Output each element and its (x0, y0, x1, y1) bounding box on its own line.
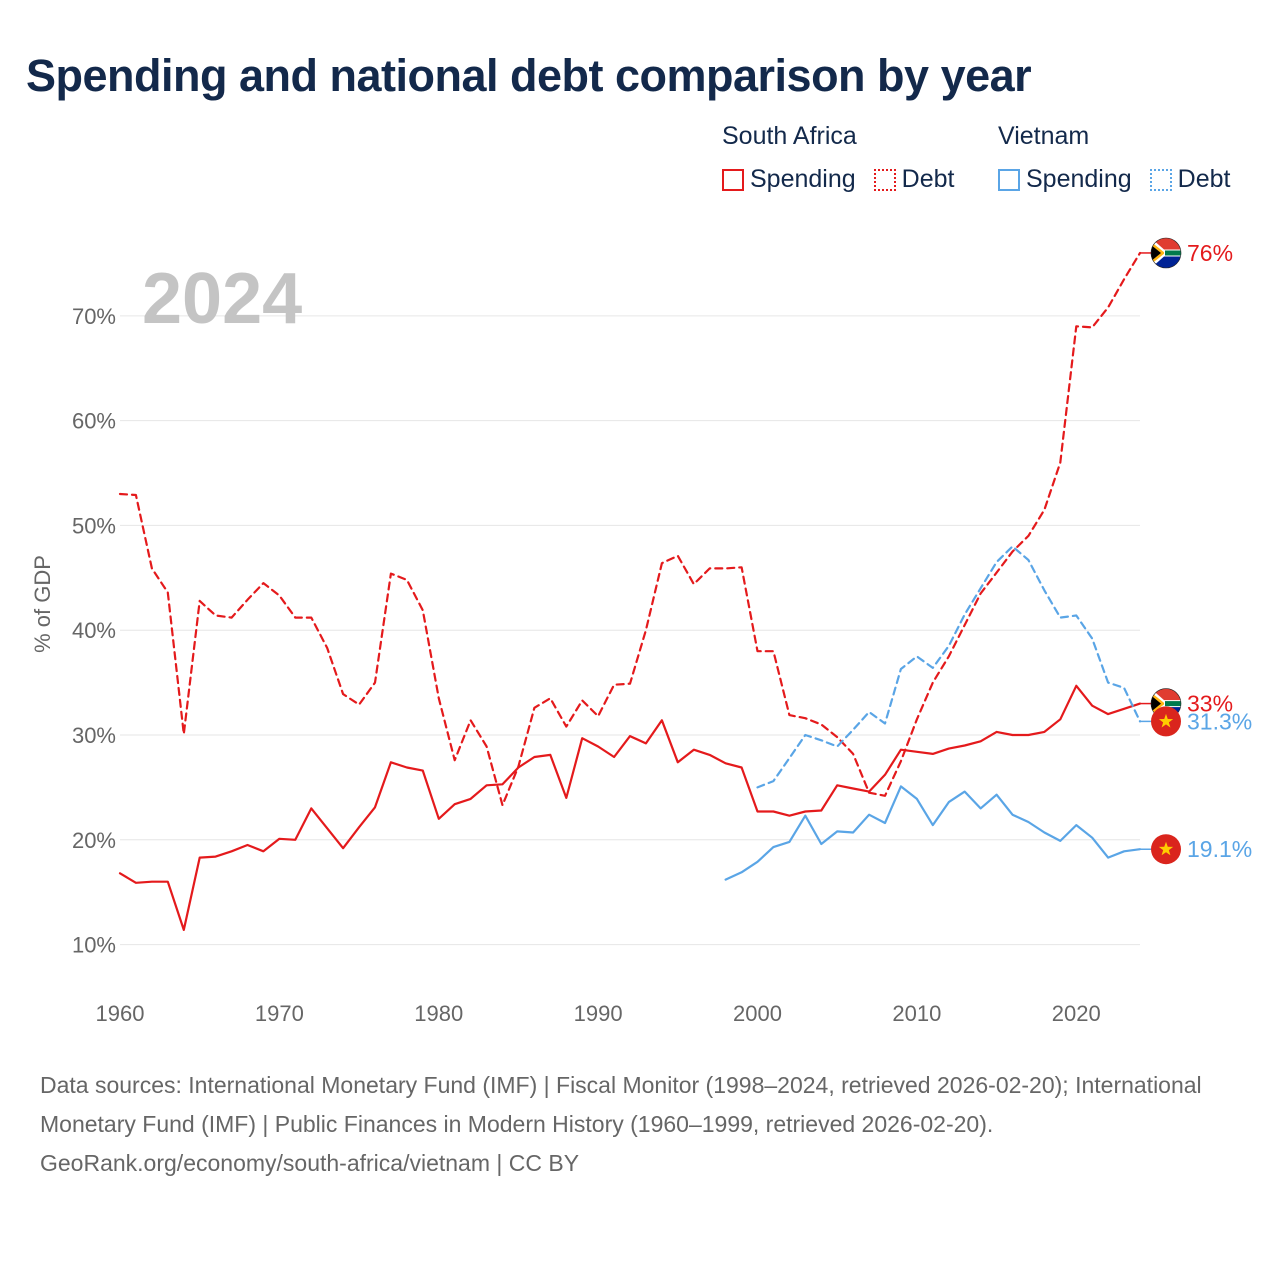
x-axis-ticks: 1960 1970 1980 1990 2000 2010 2020 (96, 1001, 1101, 1026)
legend-swatch-solid (722, 168, 744, 191)
x-tick-label: 2000 (733, 1001, 782, 1026)
series-line-south-africa-spending (118, 684, 1142, 931)
data-sources: Data sources: International Monetary Fun… (40, 1072, 1202, 1137)
legend-group-south-africa: South Africa Spending Debt (722, 122, 954, 194)
series-lines (118, 251, 1142, 931)
footer: Data sources: International Monetary Fun… (40, 1066, 1240, 1183)
y-tick-label: 50% (72, 513, 116, 538)
series-line-south-africa-debt (118, 251, 1142, 807)
credit-link[interactable]: GeoRank.org/economy/south-africa/vietnam… (40, 1150, 580, 1176)
x-tick-label: 2010 (892, 1001, 941, 1026)
y-tick-label: 10% (72, 933, 116, 958)
legend-swatch-dotted (873, 168, 896, 191)
series-line-vietnam-debt (756, 545, 1142, 789)
vietnam-flag-icon (1151, 834, 1181, 865)
y-tick-label: 70% (72, 304, 116, 329)
legend-item-label: Spending (750, 165, 856, 193)
legend-item-south-africa-spending[interactable]: Spending (722, 165, 856, 194)
end-labels: 76% 33%31.3% 19.1% (1140, 237, 1252, 865)
legend-item-label: Debt (901, 165, 955, 193)
x-tick-label: 1990 (574, 1001, 623, 1026)
x-tick-label: 2020 (1052, 1001, 1101, 1026)
year-label: 2024 (142, 259, 302, 339)
y-axis-ticks: 10% 20% 30% 40% 50% 60% 70% (72, 304, 116, 958)
legend-item-label: Debt (1177, 165, 1231, 193)
legend-item-vietnam-debt[interactable]: Debt (1149, 165, 1231, 194)
y-tick-label: 60% (72, 409, 116, 434)
legend-group-name: South Africa (722, 122, 857, 150)
line-chart: 2024 % of GDP 10% 20% 30% 40% 50% 60% 70% 1960… (30, 237, 1252, 1026)
y-tick-label: 40% (72, 618, 116, 643)
y-axis-label: % of GDP (30, 555, 55, 653)
end-value-label: 31.3% (1187, 708, 1252, 734)
legend-item-south-africa-debt[interactable]: Debt (873, 165, 955, 194)
end-value-label: 19.1% (1187, 836, 1252, 862)
chart-title: Spending and national debt comparison by… (26, 50, 1032, 101)
x-tick-label: 1970 (255, 1001, 304, 1026)
legend-swatch-solid (998, 168, 1020, 191)
legend-item-vietnam-spending[interactable]: Spending (998, 165, 1132, 194)
vietnam-flag-icon (1151, 706, 1181, 737)
legend-item-label: Spending (1026, 165, 1132, 193)
legend-group-name: Vietnam (998, 122, 1090, 150)
legend-group-vietnam: Vietnam Spending Debt (998, 122, 1230, 194)
end-value-label: 33% (1187, 691, 1233, 717)
x-tick-label: 1960 (96, 1001, 145, 1026)
x-tick-label: 1980 (414, 1001, 463, 1026)
y-tick-label: 30% (72, 723, 116, 748)
y-tick-label: 20% (72, 828, 116, 853)
legend-swatch-dotted (1149, 168, 1172, 191)
south-africa-flag-icon (1150, 237, 1182, 269)
end-value-label: 76% (1187, 240, 1233, 266)
series-line-vietnam-spending (724, 785, 1142, 881)
grid-lines (120, 315, 1140, 946)
